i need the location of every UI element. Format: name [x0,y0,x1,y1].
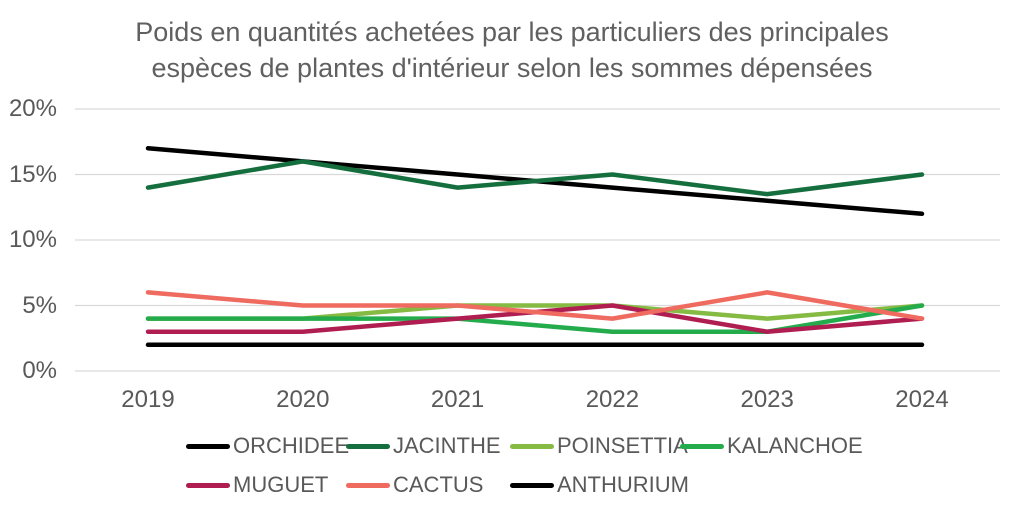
legend-label: KALANCHOE [727,433,863,458]
legend-line-swatch-icon [346,443,390,449]
legend-item-muguet: MUGUET [186,472,346,498]
y-axis-tick-label: 5% [22,291,57,319]
legend-label: MUGUET [233,472,329,497]
y-axis-tick-label: 0% [22,357,57,384]
chart-title: Poids en quantités achetées par les part… [0,14,1024,86]
legend-line-swatch-icon [186,482,230,488]
legend-label: POINSETTIA [557,433,688,458]
legend-label: ORCHIDEE [233,433,350,458]
legend-item-cactus: CACTUS [346,472,510,498]
chart-title-line-2: espèces de plantes d'intérieur selon les… [151,53,873,83]
legend-item-anthurium: ANTHURIUM [510,472,689,498]
legend-line-swatch-icon [346,482,390,488]
x-axis-tick-label: 2021 [430,386,485,413]
legend-label: JACINTHE [393,433,501,458]
legend-item-orchidee: ORCHIDEE [186,433,350,459]
legend-item-poinsettia: POINSETTIA [510,433,688,459]
x-axis-tick-label: 2020 [276,386,330,413]
x-axis-tick-label: 2023 [740,386,794,413]
series-line-jacinthe [145,159,925,197]
legend-item-jacinthe: JACINTHE [346,433,510,459]
legend-line-swatch-icon [510,482,554,488]
legend-line-swatch-icon [510,443,554,449]
x-axis-tick-label: 2024 [895,386,949,413]
series-line-cactus [145,290,925,321]
x-axis-tick-label: 2019 [121,386,175,413]
chart-legend: ORCHIDEE JACINTHE POINSETTIA KALANCHOE MUGUE… [186,433,863,498]
legend-item-kalanchoe: KALANCHOE [680,433,863,459]
y-axis-tick-label: 15% [8,160,57,188]
legend-label: CACTUS [393,472,484,497]
x-axis-tick-label: 2022 [585,386,640,413]
legend-line-swatch-icon [680,443,724,449]
chart-title-line-1: Poids en quantités achetées par les part… [135,17,889,47]
y-axis-tick-label: 20% [8,95,57,122]
legend-label: ANTHURIUM [557,472,689,497]
y-axis-tick-label: 10% [8,226,57,253]
legend-line-swatch-icon [186,443,230,449]
